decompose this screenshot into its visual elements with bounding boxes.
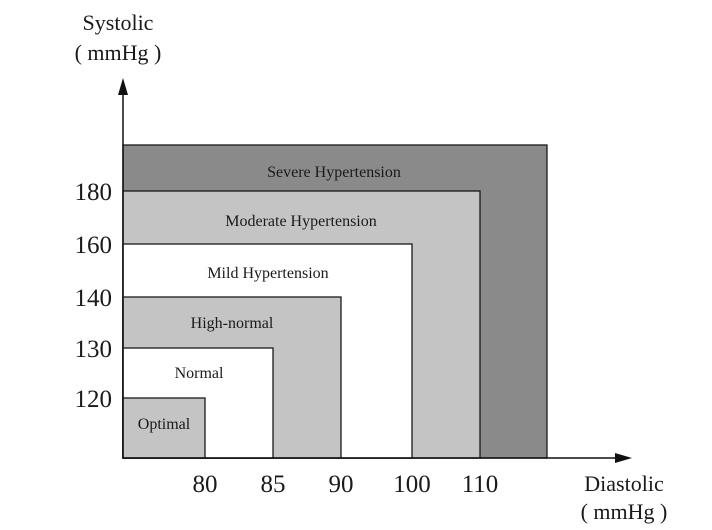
y-tick-130: 130	[75, 336, 113, 363]
zone-label-normal: Normal	[175, 365, 224, 382]
zone-label-mild-hypertension: Mild Hypertension	[207, 265, 328, 282]
zone-labels: Severe Hypertension Moderate Hypertension…	[138, 164, 401, 433]
x-tick-110: 110	[462, 471, 499, 498]
x-tick-100: 100	[393, 471, 431, 498]
y-tick-labels: 120 130 140 160 180	[75, 179, 113, 413]
y-tick-120: 120	[75, 386, 113, 413]
x-tick-80: 80	[193, 471, 218, 498]
zones-group	[122, 144, 548, 459]
zone-label-moderate-hypertension: Moderate Hypertension	[225, 213, 377, 230]
y-tick-180: 180	[75, 179, 113, 206]
y-tick-140: 140	[75, 285, 113, 312]
zone-label-high-normal: High-normal	[191, 315, 274, 332]
x-tick-labels: 80 85 90 100 110	[193, 471, 499, 498]
y-axis-arrow	[118, 78, 128, 95]
x-tick-90: 90	[329, 471, 354, 498]
x-axis-title-line2: ( mmHg )	[581, 499, 668, 524]
y-tick-160: 160	[75, 232, 113, 259]
x-axis-title-line1: Diastolic	[584, 471, 664, 496]
x-tick-85: 85	[261, 471, 286, 498]
zone-label-optimal: Optimal	[138, 416, 191, 433]
x-axis-arrow	[615, 453, 632, 463]
y-axis-title-line2: ( mmHg )	[75, 40, 162, 65]
zone-label-severe-hypertension: Severe Hypertension	[267, 164, 401, 181]
y-axis-title-line1: Systolic	[83, 10, 154, 35]
